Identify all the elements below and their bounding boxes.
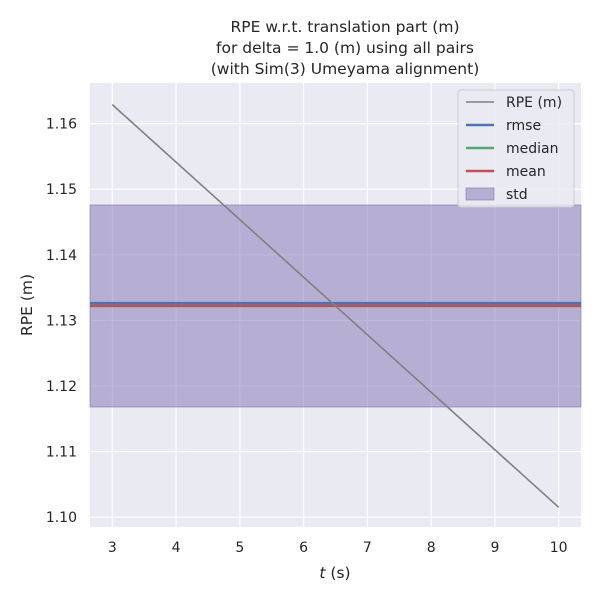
x-tick-label-3: 6 — [299, 540, 308, 556]
rpe-series-line-0 — [111, 104, 560, 508]
legend-label-rpe-m-: RPE (m) — [506, 95, 562, 111]
x-tick-label-6: 9 — [490, 540, 499, 556]
y-tick-label-3: 1.13 — [46, 313, 77, 329]
y-tick-label-2: 1.12 — [46, 379, 77, 395]
chart-title-line-1: RPE w.r.t. translation part (m) — [230, 18, 459, 36]
x-tick-label-4: 7 — [363, 540, 372, 556]
x-tick-label-7: 10 — [550, 540, 568, 556]
legend-label-median: median — [506, 141, 558, 157]
x-tick-label-1: 4 — [172, 540, 181, 556]
y-tick-label-6: 1.16 — [46, 117, 77, 133]
y-tick-label-0: 1.10 — [46, 510, 77, 526]
x-axis-label-var: t — [319, 564, 326, 582]
chart-title-line-3: (with Sim(3) Umeyama alignment) — [211, 60, 480, 78]
y-tick-label-1: 1.11 — [46, 445, 77, 461]
x-tick-label-2: 5 — [235, 540, 244, 556]
x-tick-label-5: 8 — [427, 540, 436, 556]
chart-title-line-2: for delta = 1.0 (m) using all pairs — [216, 39, 474, 57]
x-tick-label-0: 3 — [108, 540, 117, 556]
x-axis-label-unit: (s) — [325, 564, 350, 582]
legend-label-std: std — [506, 187, 528, 203]
legend-label-rmse: rmse — [506, 118, 541, 134]
legend-box — [457, 89, 575, 208]
legend-swatch-std — [465, 187, 495, 201]
y-tick-label-4: 1.14 — [46, 248, 77, 264]
y-axis-label: RPE (m) — [18, 274, 36, 336]
legend: RPE (m) rmse median mean std — [457, 89, 575, 208]
legend-label-mean: mean — [506, 164, 546, 180]
x-axis-label: t (s) — [319, 564, 350, 582]
y-tick-label-5: 1.15 — [46, 182, 77, 198]
